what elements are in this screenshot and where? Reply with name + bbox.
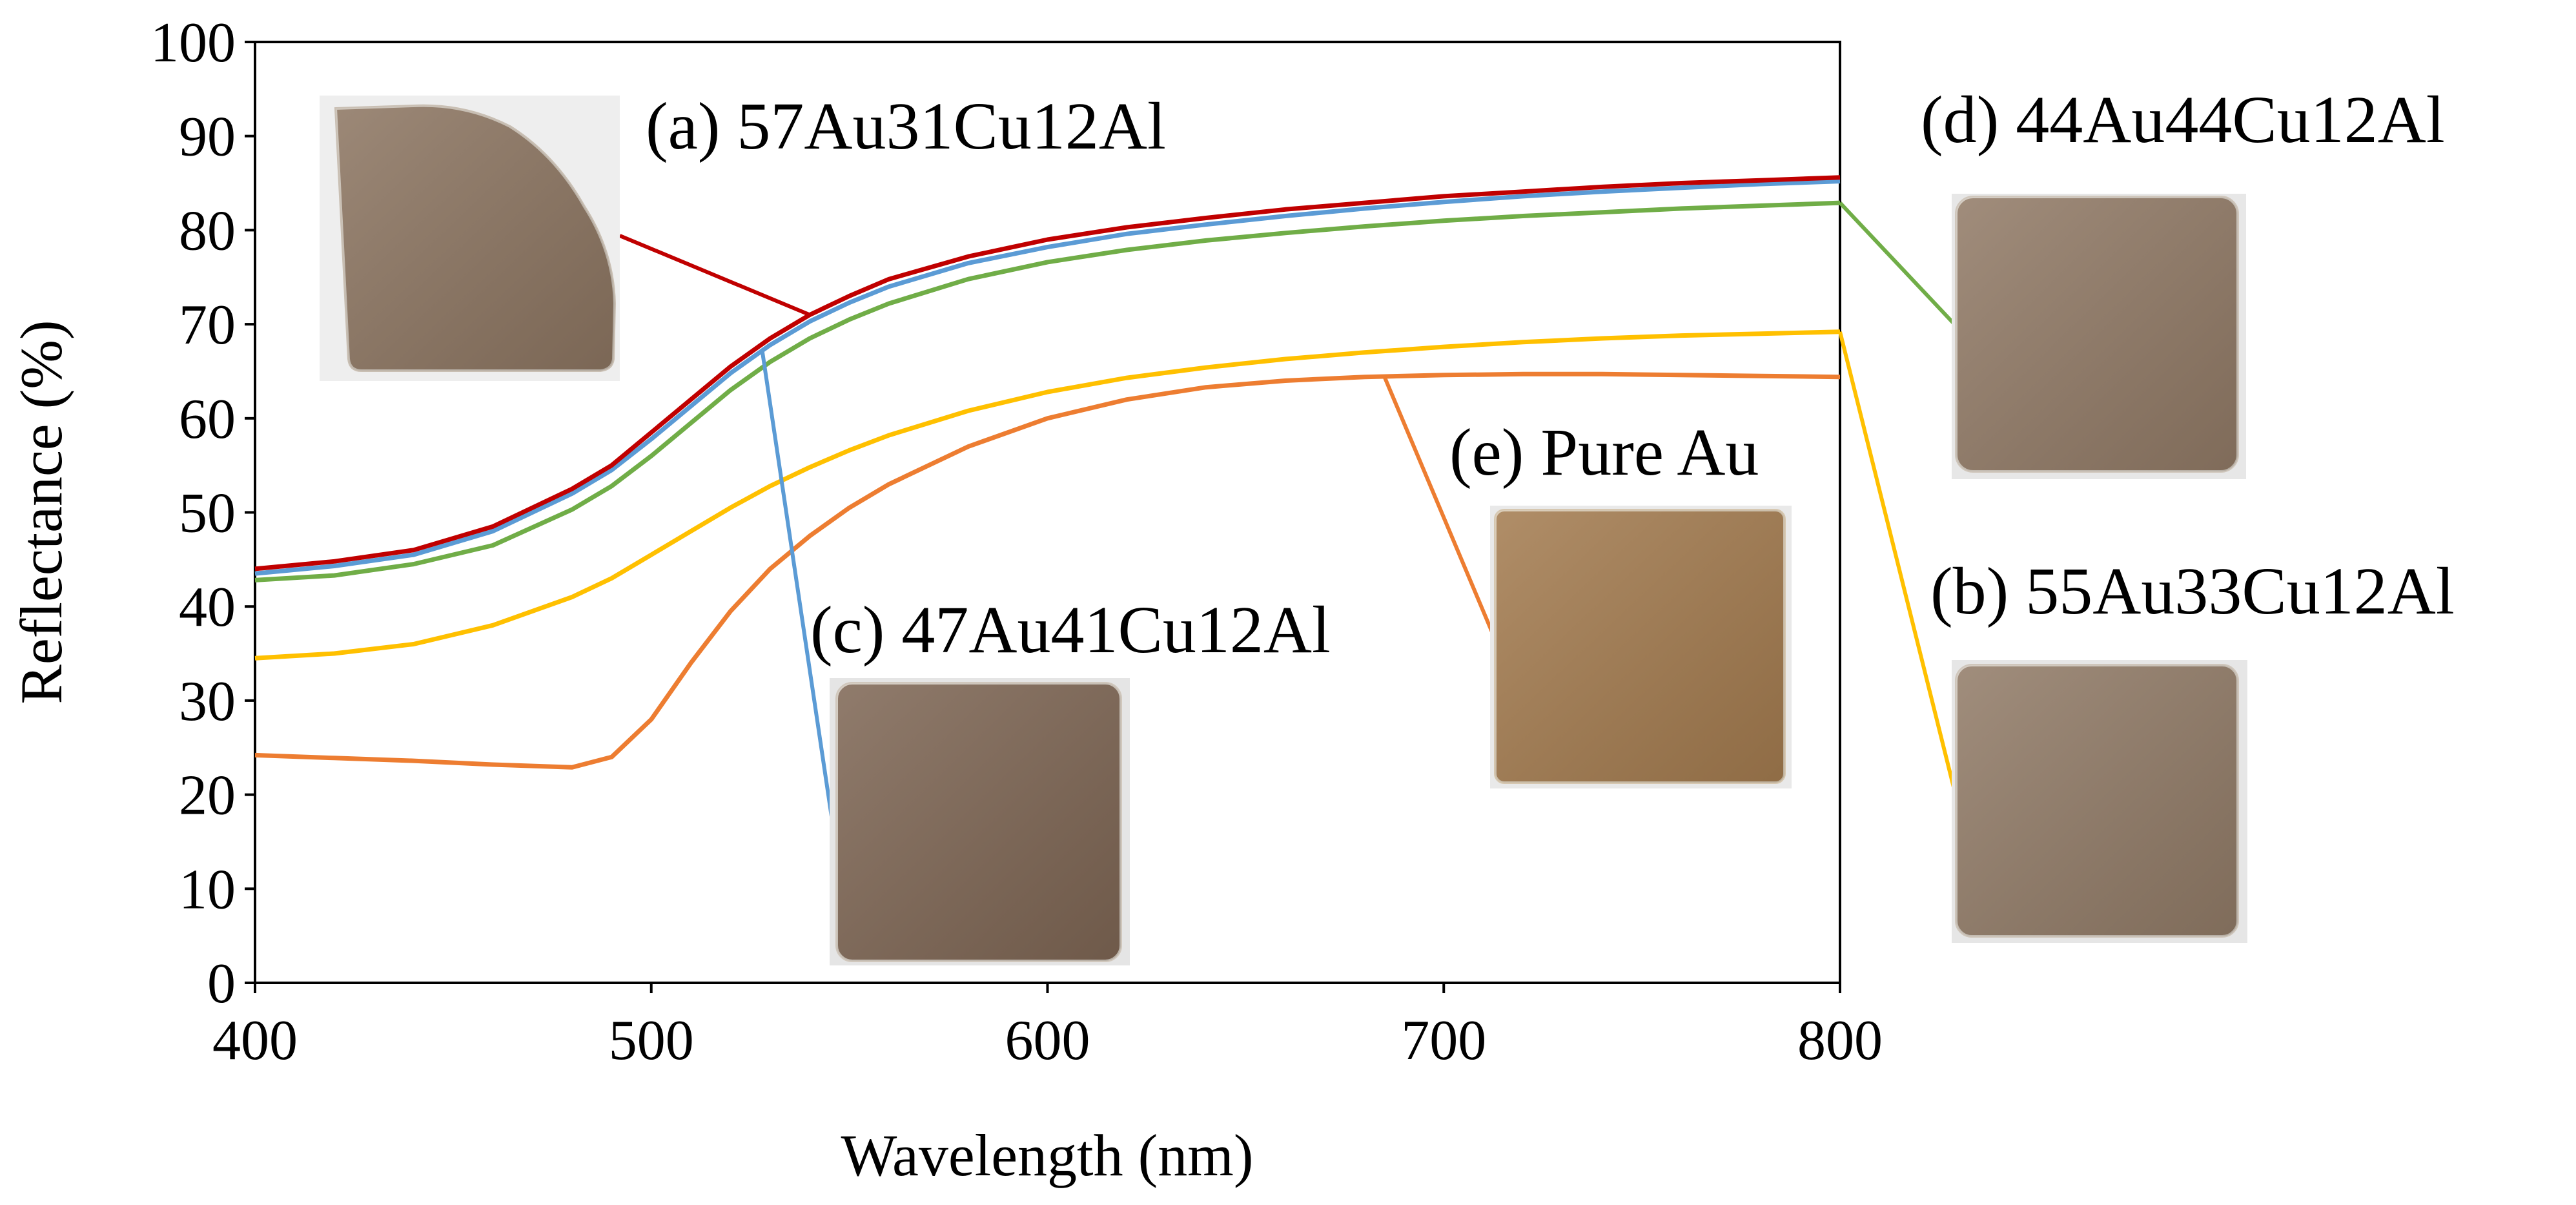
sample-photo-b bbox=[1952, 660, 2247, 943]
sample-photo-c bbox=[830, 678, 1130, 965]
y-tick-label: 0 bbox=[207, 953, 236, 1015]
series-line-a bbox=[254, 175, 1841, 572]
leader-b bbox=[1838, 331, 1958, 798]
series-layer bbox=[254, 175, 1841, 770]
x-tick-label: 700 bbox=[1401, 1009, 1486, 1072]
y-tick-label: 10 bbox=[179, 858, 236, 921]
label-e: (e) Pure Au bbox=[1449, 415, 1759, 489]
label-c: (c) 47Au41Cu12Al bbox=[810, 593, 1331, 667]
y-tick-label: 30 bbox=[179, 670, 236, 733]
label-a: (a) 57Au31Cu12Al bbox=[646, 89, 1166, 163]
y-axis-title: Reflectance (%) bbox=[8, 320, 74, 704]
sample-photo-e bbox=[1490, 506, 1792, 788]
sample-photo-a bbox=[320, 96, 620, 381]
y-tick-label: 40 bbox=[179, 576, 236, 639]
y-tick-label: 70 bbox=[179, 294, 236, 356]
y-axis: 0 10 20 30 40 50 60 70 80 90 100 Reflectance (%) bbox=[8, 12, 255, 1015]
y-tick-label: 100 bbox=[150, 12, 236, 74]
x-tick-label: 800 bbox=[1797, 1009, 1883, 1072]
label-d: (d) 44Au44Cu12Al bbox=[1921, 83, 2445, 157]
annotation-labels: (a) 57Au31Cu12Al (d) 44Au44Cu12Al (c) 47… bbox=[646, 83, 2455, 667]
y-tick-label: 50 bbox=[179, 482, 236, 545]
leader-d bbox=[1838, 201, 1958, 328]
sample-photo-d bbox=[1952, 194, 2246, 479]
x-axis: 400 500 600 700 800 Wavelength (nm) bbox=[212, 983, 1883, 1188]
y-tick-label: 20 bbox=[179, 765, 236, 827]
leader-a bbox=[618, 234, 811, 317]
label-b: (b) 55Au33Cu12Al bbox=[1930, 554, 2455, 628]
series-line-e bbox=[254, 371, 1841, 770]
annotation-leaders bbox=[618, 201, 1958, 826]
series-line-d bbox=[254, 200, 1841, 582]
y-tick-label: 60 bbox=[179, 388, 236, 451]
x-tick-label: 600 bbox=[1005, 1009, 1090, 1072]
x-tick-label: 500 bbox=[609, 1009, 694, 1072]
y-tick-label: 90 bbox=[179, 106, 236, 169]
series-line-b bbox=[254, 329, 1841, 661]
leader-e bbox=[1382, 375, 1500, 647]
x-tick-label: 400 bbox=[212, 1009, 298, 1072]
x-axis-title: Wavelength (nm) bbox=[841, 1122, 1254, 1188]
y-tick-label: 80 bbox=[179, 200, 236, 262]
sample-photos bbox=[320, 96, 2247, 965]
series-line-c bbox=[254, 179, 1841, 576]
leader-c bbox=[760, 350, 835, 826]
